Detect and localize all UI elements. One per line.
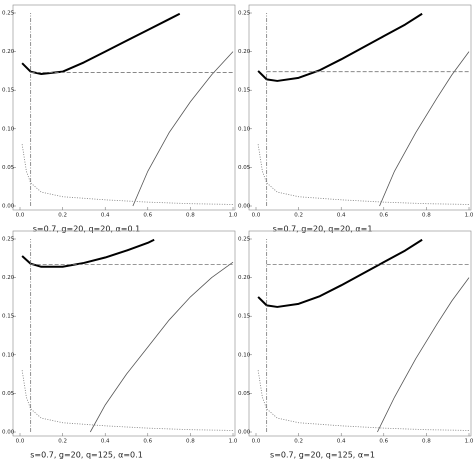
y-tick-label: 0.20	[2, 275, 15, 281]
x-tick-label: 1.0	[229, 213, 238, 219]
series-line	[379, 51, 470, 207]
y-tick-label: 0.15	[238, 314, 251, 320]
caption: s=0.7, g=20, q=125, α=0.1	[30, 451, 143, 460]
series-line	[257, 238, 423, 308]
series-line	[21, 12, 181, 75]
x-tick-label: 1.0	[465, 439, 474, 445]
y-tick-label: 0.20	[238, 49, 251, 55]
y-tick-label: 0.20	[2, 49, 15, 55]
x-tick-label: 0.4	[337, 213, 346, 219]
x-tick-label: 0.4	[101, 439, 110, 445]
x-tick-label: 1.0	[465, 213, 474, 219]
x-tick-label: 0.6	[143, 213, 152, 219]
y-tick-label: 0.10	[2, 126, 15, 132]
x-tick-label: 0.0	[252, 213, 261, 219]
x-tick-label: 0.8	[186, 439, 195, 445]
y-tick-label: 0.00	[2, 204, 15, 210]
x-tick-label: 0.6	[379, 213, 388, 219]
series-line	[257, 12, 423, 82]
y-tick-label: 0.10	[238, 126, 251, 132]
y-tick-label: 0.25	[2, 237, 15, 243]
caption: s=0.7, g=20, q=20, α=0.1	[33, 225, 140, 234]
series-line	[377, 277, 470, 433]
series-line	[132, 51, 234, 207]
series-line	[89, 261, 234, 433]
x-tick-label: 0.2	[294, 439, 303, 445]
y-tick-label: 0.05	[238, 391, 251, 397]
x-tick-label: 0.2	[58, 439, 67, 445]
x-tick-label: 1.0	[229, 439, 238, 445]
y-tick-label: 0.15	[2, 314, 15, 320]
x-tick-label: 0.8	[186, 213, 195, 219]
y-tick-label: 0.25	[238, 237, 251, 243]
y-tick-label: 0.25	[2, 11, 15, 17]
caption: s=0.7, g=20, q=125, α=1	[270, 451, 375, 460]
plot-frame	[12, 230, 236, 437]
x-tick-label: 0.2	[58, 213, 67, 219]
caption: s=0.7, g=20, q=20, α=1	[273, 225, 373, 234]
x-tick-label: 0.0	[16, 439, 25, 445]
series-line	[257, 370, 470, 431]
y-tick-label: 0.20	[238, 275, 251, 281]
x-tick-label: 0.2	[294, 213, 303, 219]
series-line	[21, 238, 155, 268]
y-tick-label: 0.00	[2, 430, 15, 436]
x-tick-label: 0.4	[101, 213, 110, 219]
x-tick-label: 0.4	[337, 439, 346, 445]
y-tick-label: 0.05	[238, 165, 251, 171]
y-tick-label: 0.10	[2, 352, 15, 358]
series-line	[21, 370, 234, 431]
y-tick-label: 0.05	[2, 391, 15, 397]
plot-frame	[248, 230, 472, 437]
y-tick-label: 0.25	[238, 11, 251, 17]
x-tick-label: 0.6	[143, 439, 152, 445]
plot-frame	[248, 4, 472, 211]
x-tick-label: 0.8	[422, 213, 431, 219]
y-tick-label: 0.00	[238, 430, 251, 436]
x-tick-label: 0.8	[422, 439, 431, 445]
y-tick-label: 0.10	[238, 352, 251, 358]
y-tick-label: 0.00	[238, 204, 251, 210]
y-tick-label: 0.15	[238, 88, 251, 94]
y-tick-label: 0.05	[2, 165, 15, 171]
x-tick-label: 0.0	[252, 439, 261, 445]
y-tick-label: 0.15	[2, 88, 15, 94]
series-line	[257, 144, 470, 205]
series-line	[21, 144, 234, 205]
plot-frame	[12, 4, 236, 211]
x-tick-label: 0.6	[379, 439, 388, 445]
x-tick-label: 0.0	[16, 213, 25, 219]
